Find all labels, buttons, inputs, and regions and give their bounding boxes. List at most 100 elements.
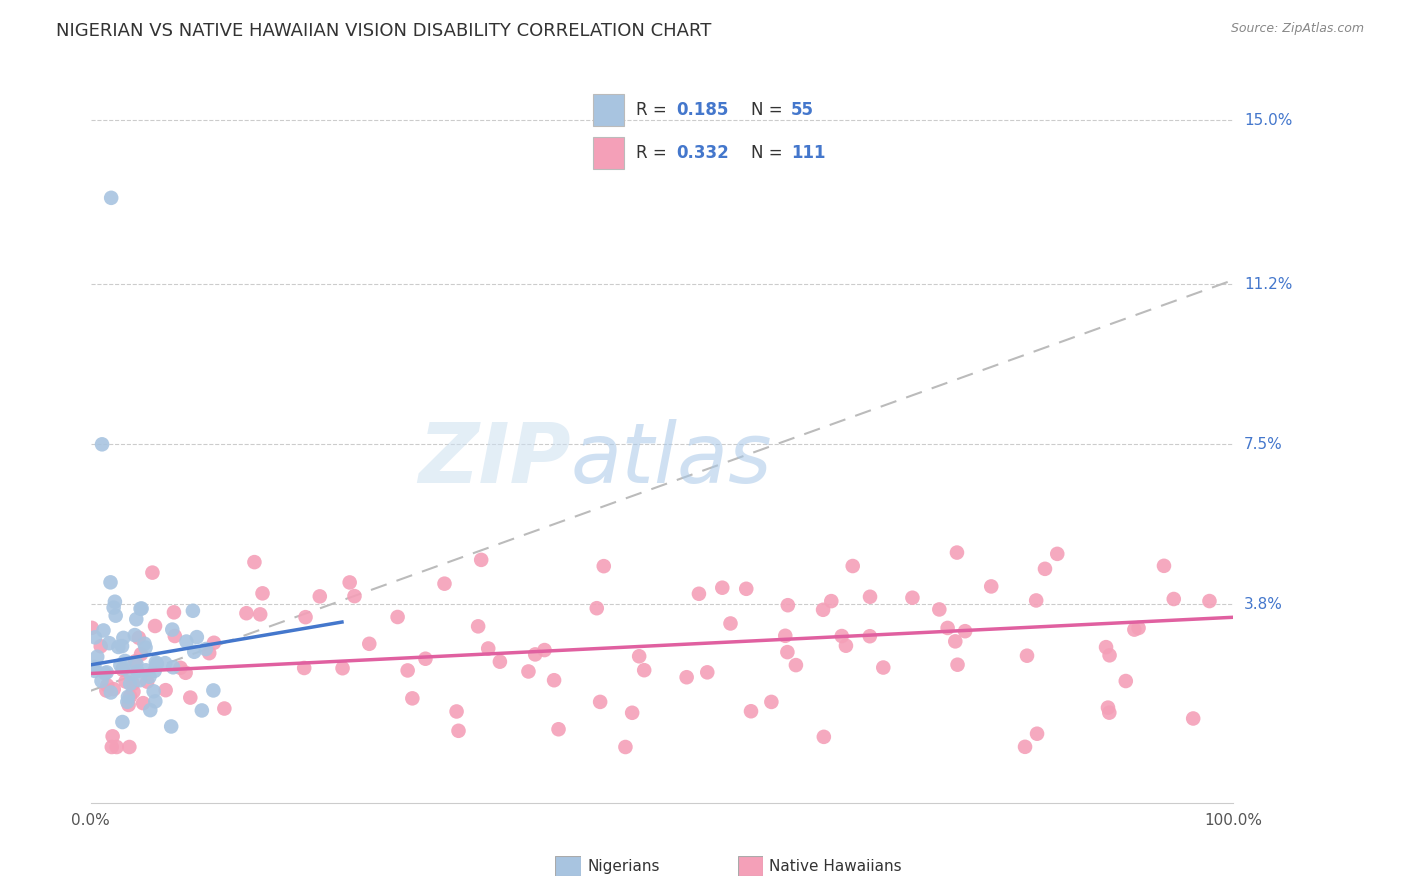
Point <box>1025 593 1047 607</box>
Point <box>489 655 512 669</box>
Point <box>740 704 762 718</box>
Point <box>124 628 146 642</box>
Point <box>179 690 201 705</box>
Point <box>90 673 112 688</box>
Point <box>103 682 125 697</box>
Point <box>943 634 966 648</box>
Point <box>163 605 186 619</box>
Point <box>131 601 153 615</box>
Point <box>401 691 423 706</box>
Text: N =: N = <box>751 145 787 162</box>
Point <box>308 590 330 604</box>
Point <box>104 608 127 623</box>
Point <box>93 624 115 638</box>
Point <box>675 670 697 684</box>
Point <box>91 437 114 451</box>
Point <box>1014 739 1036 754</box>
Point <box>136 674 159 689</box>
Text: 7.5%: 7.5% <box>1244 437 1282 452</box>
Point <box>585 601 607 615</box>
Point <box>143 694 166 708</box>
Point <box>128 673 150 688</box>
Point <box>1163 592 1185 607</box>
Point <box>202 636 225 650</box>
Point <box>101 729 124 743</box>
Text: atlas: atlas <box>571 418 772 500</box>
Point <box>110 658 132 673</box>
Point <box>1033 562 1056 576</box>
Point <box>129 647 152 661</box>
Text: R =: R = <box>636 145 672 162</box>
Point <box>1046 547 1069 561</box>
Point <box>470 553 492 567</box>
Point <box>129 601 152 615</box>
Point <box>105 739 128 754</box>
Point <box>112 631 135 645</box>
Point <box>477 641 499 656</box>
Point <box>243 555 266 569</box>
FancyBboxPatch shape <box>593 137 624 169</box>
Point <box>117 698 139 712</box>
Point <box>1026 727 1049 741</box>
Point <box>387 610 409 624</box>
Point <box>127 664 149 678</box>
Point <box>138 670 160 684</box>
Point <box>396 664 419 678</box>
Point <box>118 739 141 754</box>
Point <box>928 602 950 616</box>
Point <box>621 706 644 720</box>
Point <box>547 723 569 737</box>
Point <box>84 631 107 645</box>
Point <box>415 651 437 665</box>
Point <box>859 629 882 643</box>
Point <box>194 642 217 657</box>
Point <box>711 581 734 595</box>
Point <box>343 589 366 603</box>
Point <box>688 587 710 601</box>
Point <box>198 646 221 660</box>
Point <box>980 579 1002 593</box>
Point <box>145 656 167 670</box>
Point <box>100 575 122 590</box>
Text: ZIP: ZIP <box>418 418 571 500</box>
Point <box>135 640 157 655</box>
Point <box>776 645 799 659</box>
Point <box>294 610 316 624</box>
Point <box>249 607 271 622</box>
Point <box>96 678 118 692</box>
Point <box>1153 558 1175 573</box>
Text: Nigerians: Nigerians <box>588 859 661 873</box>
Point <box>292 661 315 675</box>
Text: 0.185: 0.185 <box>676 101 728 119</box>
Point <box>447 723 470 738</box>
Point <box>543 673 565 688</box>
Point <box>94 666 117 681</box>
Point <box>186 630 208 644</box>
Point <box>96 683 118 698</box>
Text: NIGERIAN VS NATIVE HAWAIIAN VISION DISABILITY CORRELATION CHART: NIGERIAN VS NATIVE HAWAIIAN VISION DISAB… <box>56 22 711 40</box>
Point <box>98 636 121 650</box>
Point <box>735 582 758 596</box>
Text: Native Hawaiians: Native Hawaiians <box>769 859 901 873</box>
Point <box>813 730 835 744</box>
Point <box>533 643 555 657</box>
Point <box>80 621 103 635</box>
Text: 55: 55 <box>790 101 814 119</box>
Point <box>122 684 145 698</box>
Point <box>524 648 547 662</box>
Point <box>1095 640 1118 655</box>
Point <box>143 664 166 678</box>
Point <box>831 629 853 643</box>
Point <box>720 616 742 631</box>
Point <box>332 661 354 675</box>
Point <box>446 705 468 719</box>
Point <box>117 695 139 709</box>
Point <box>633 663 655 677</box>
Point <box>1015 648 1038 663</box>
Point <box>1115 673 1137 688</box>
Point <box>252 586 274 600</box>
Point <box>761 695 783 709</box>
Point <box>183 645 205 659</box>
Point <box>96 665 118 680</box>
Point <box>112 661 135 675</box>
